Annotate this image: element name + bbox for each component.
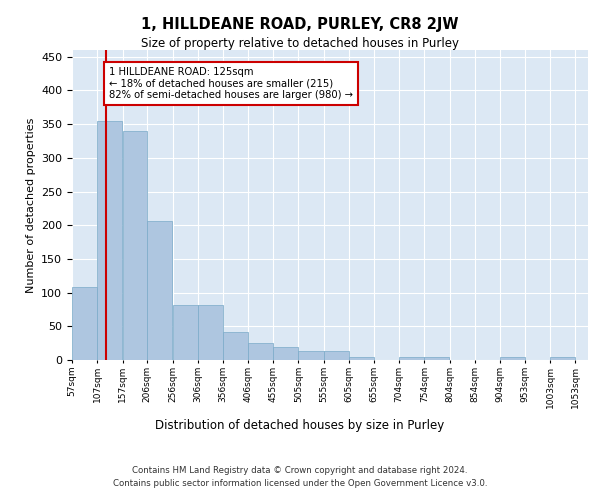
Bar xyxy=(399,356,424,360)
Text: Contains HM Land Registry data © Crown copyright and database right 2024.
Contai: Contains HM Land Registry data © Crown c… xyxy=(113,466,487,487)
Text: 1, HILLDEANE ROAD, PURLEY, CR8 2JW: 1, HILLDEANE ROAD, PURLEY, CR8 2JW xyxy=(141,18,459,32)
Bar xyxy=(97,121,122,360)
Text: Distribution of detached houses by size in Purley: Distribution of detached houses by size … xyxy=(155,420,445,432)
Bar xyxy=(298,350,323,360)
Bar xyxy=(72,287,97,360)
Bar xyxy=(349,356,374,360)
Bar xyxy=(424,356,449,360)
Bar xyxy=(198,304,223,360)
Bar xyxy=(550,356,575,360)
Y-axis label: Number of detached properties: Number of detached properties xyxy=(26,118,35,292)
Bar xyxy=(122,131,147,360)
Bar xyxy=(324,350,349,360)
Text: 1 HILLDEANE ROAD: 125sqm
← 18% of detached houses are smaller (215)
82% of semi-: 1 HILLDEANE ROAD: 125sqm ← 18% of detach… xyxy=(109,67,353,100)
Text: Size of property relative to detached houses in Purley: Size of property relative to detached ho… xyxy=(141,38,459,51)
Bar xyxy=(248,343,273,360)
Bar xyxy=(273,346,298,360)
Bar xyxy=(500,356,525,360)
Bar xyxy=(173,304,198,360)
Bar xyxy=(148,220,172,360)
Bar xyxy=(223,332,248,360)
